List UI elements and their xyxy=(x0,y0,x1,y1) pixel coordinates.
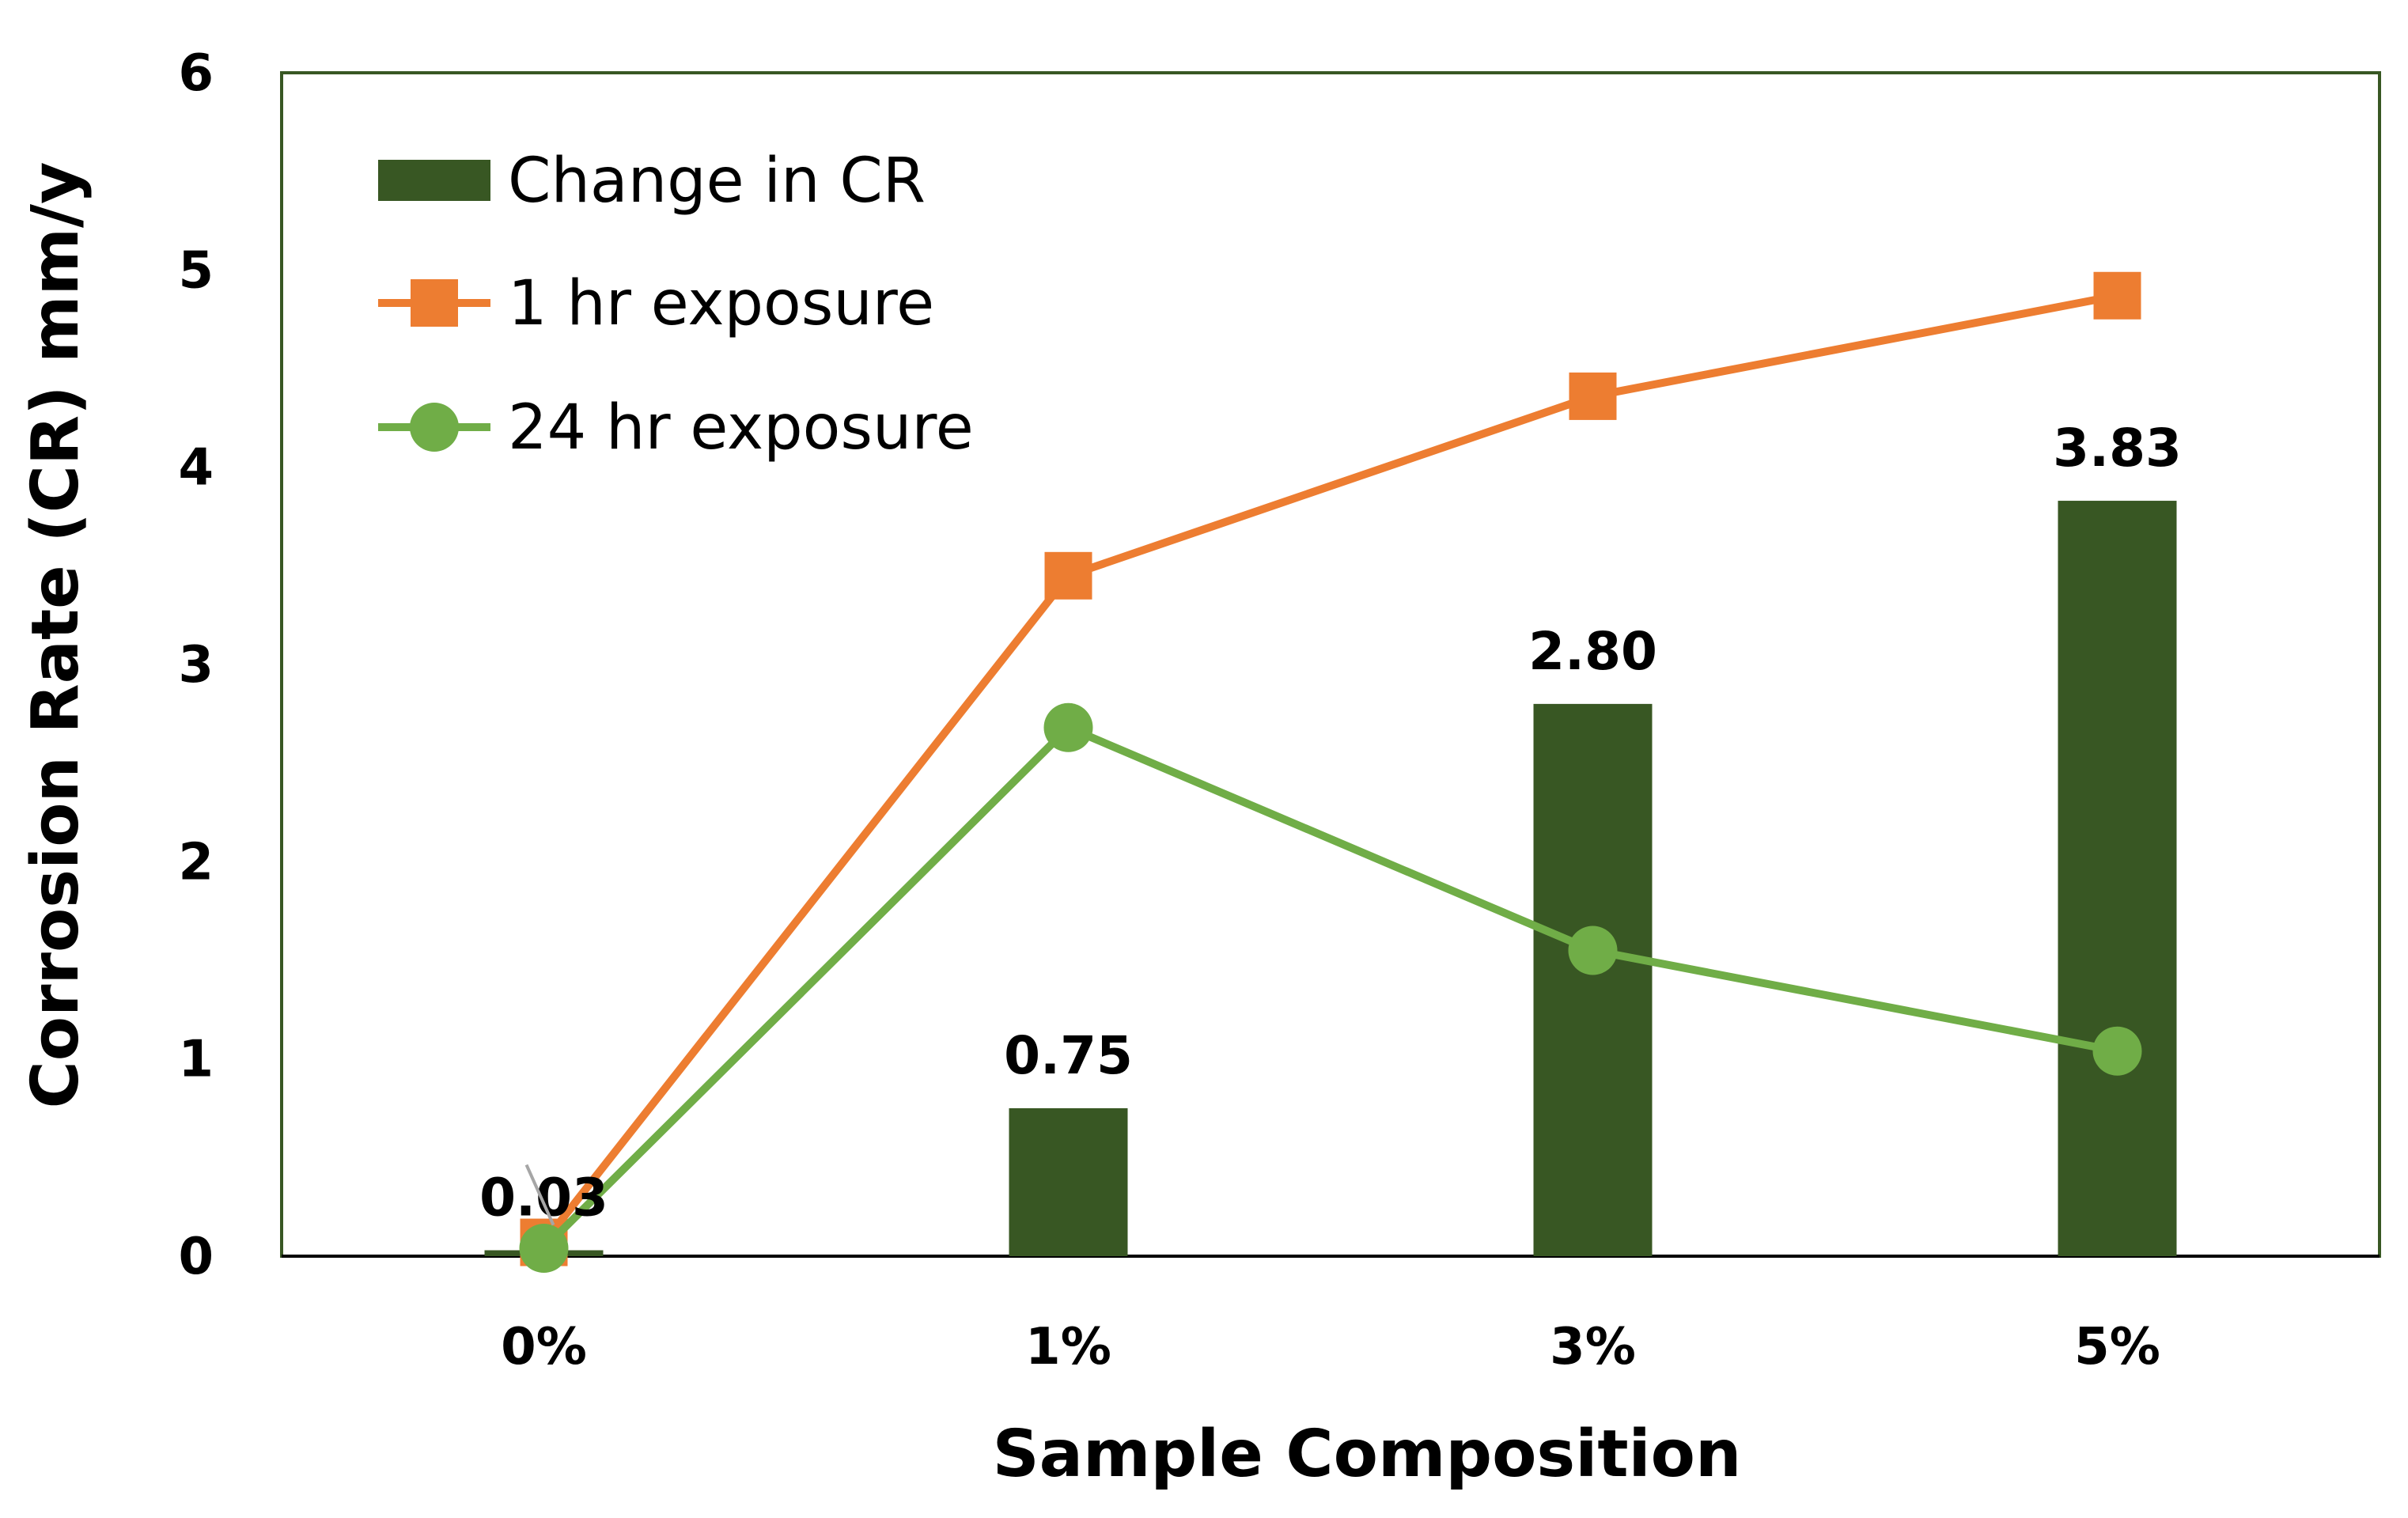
lines-group xyxy=(519,271,2142,1274)
square-marker xyxy=(1569,372,1617,420)
y-tick-label: 0 xyxy=(178,1228,214,1286)
legend-circle-marker xyxy=(410,403,459,452)
y-tick-label: 1 xyxy=(178,1031,214,1089)
data-label-leader-line xyxy=(524,1164,555,1226)
bar-data-label: 0.03 xyxy=(479,1168,608,1228)
x-tick-label: 0% xyxy=(501,1318,587,1376)
circle-marker xyxy=(1043,702,1093,752)
bar-data-label: 0.75 xyxy=(1004,1025,1133,1086)
y-tick-label: 6 xyxy=(178,44,214,103)
bar xyxy=(1009,1108,1128,1256)
bar-labels-group: 0.03 0.75 2.80 3.83 xyxy=(479,418,2182,1228)
bar xyxy=(2058,501,2177,1256)
bar xyxy=(1533,703,1653,1256)
bar-data-label: 3.83 xyxy=(2053,418,2182,479)
legend-square-marker xyxy=(411,279,458,327)
legend-entry-label: 1 hr exposure xyxy=(508,268,934,339)
legend-entry-label: 24 hr exposure xyxy=(508,392,974,464)
circle-marker xyxy=(1568,926,1618,975)
series-line xyxy=(540,723,2118,1251)
square-marker xyxy=(2093,271,2141,320)
bars-group xyxy=(484,501,2177,1256)
series-line xyxy=(540,291,2118,1245)
square-marker xyxy=(1044,551,1092,600)
legend-bar-swatch xyxy=(378,160,490,201)
circle-marker xyxy=(2092,1026,2142,1076)
y-tick-label: 4 xyxy=(178,439,214,498)
y-tick-label: 3 xyxy=(178,636,214,695)
y-axis-ticks: 0 1 2 3 4 5 6 xyxy=(178,44,214,1286)
y-axis-title: Corrosion Rate (CR) mm/y xyxy=(18,162,93,1109)
x-axis-ticks: 0% 1% 3% 5% xyxy=(501,1318,2160,1376)
x-tick-label: 1% xyxy=(1025,1318,1111,1376)
x-tick-label: 3% xyxy=(1550,1318,1636,1376)
x-axis-title: Sample Composition xyxy=(993,1417,1742,1492)
plot-frame-group xyxy=(280,71,2381,1258)
bar-data-label: 2.80 xyxy=(1528,621,1657,682)
y-tick-label: 5 xyxy=(178,241,214,300)
circle-marker xyxy=(519,1224,569,1274)
x-tick-label: 5% xyxy=(2074,1318,2160,1376)
y-tick-label: 2 xyxy=(178,833,214,891)
legend: Change in CR 1 hr exposure 24 hr exposure xyxy=(378,146,974,464)
legend-entry-label: Change in CR xyxy=(508,146,926,217)
